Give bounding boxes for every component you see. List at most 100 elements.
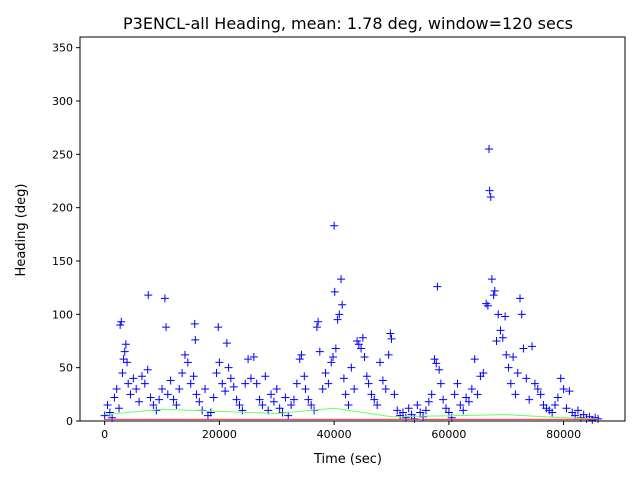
data-point-marker [331, 344, 340, 353]
data-point-marker [269, 397, 278, 406]
data-point-marker [330, 287, 339, 296]
data-point-marker [180, 350, 189, 359]
data-point-marker [387, 334, 396, 343]
data-point-marker [482, 299, 491, 308]
data-point-marker [424, 397, 433, 406]
data-point-marker [149, 401, 158, 409]
data-point-marker [162, 323, 171, 332]
plot-frame [79, 36, 626, 422]
data-point-marker [267, 390, 276, 399]
data-point-marker [214, 323, 223, 332]
data-point-marker [502, 350, 511, 359]
data-point-marker [249, 353, 258, 361]
data-point-marker [112, 385, 121, 393]
data-point-marker [284, 411, 293, 420]
data-point-marker [462, 393, 471, 402]
data-point-marker [370, 395, 379, 404]
data-point-marker [516, 294, 525, 303]
data-point-marker [297, 350, 306, 359]
data-point-marker [384, 350, 393, 359]
data-point-marker [485, 186, 494, 195]
x-axis-label: Time (sec) [313, 452, 382, 467]
data-point-marker [483, 301, 492, 310]
data-point-marker [367, 390, 376, 399]
data-point-marker [252, 379, 261, 388]
data-point-marker [119, 355, 128, 364]
data-point-marker [324, 379, 333, 388]
data-point-marker [195, 397, 204, 406]
data-point-marker [241, 379, 250, 388]
data-point-marker [464, 397, 473, 406]
data-point-marker [295, 355, 304, 364]
data-point-marker [255, 395, 264, 404]
data-point-marker [108, 413, 117, 422]
data-point-marker [163, 390, 172, 399]
data-point-marker [160, 294, 169, 303]
data-point-marker [450, 390, 459, 399]
data-point-marker [169, 395, 178, 404]
data-point-marker [459, 406, 468, 415]
data-point-marker [258, 401, 267, 409]
data-point-marker [401, 413, 410, 422]
data-point-marker [155, 395, 164, 404]
data-point-marker [292, 379, 301, 388]
data-point-marker [178, 369, 187, 377]
data-point-marker [315, 347, 324, 356]
data-point-marker [496, 326, 505, 335]
data-point-marker [525, 395, 534, 404]
data-point-marker [246, 374, 255, 383]
data-point-marker [501, 312, 510, 321]
data-point-marker [473, 390, 482, 399]
y-tick-label: 250 [52, 148, 73, 161]
data-point-marker [559, 385, 568, 393]
data-point-marker [190, 319, 199, 328]
data-point-marker [573, 406, 582, 415]
data-point-marker [530, 379, 539, 388]
data-point-marker [490, 286, 499, 295]
data-point-marker [103, 401, 112, 409]
series-1-line [104, 407, 599, 420]
data-point-marker [421, 406, 430, 415]
data-point-marker [281, 393, 290, 402]
data-point-marker [467, 385, 476, 393]
data-point-marker [191, 335, 200, 344]
data-point-marker [272, 385, 281, 393]
data-point-marker [110, 393, 119, 402]
data-point-marker [393, 406, 402, 415]
data-point-marker [289, 395, 298, 404]
data-point-marker [146, 393, 155, 402]
data-point-marker [439, 395, 448, 404]
data-point-marker [364, 379, 373, 388]
data-point-marker [137, 372, 146, 381]
data-point-marker [121, 340, 130, 349]
plot-area [100, 145, 603, 424]
data-point-marker [229, 382, 238, 391]
data-point-marker [224, 363, 233, 372]
data-point-marker [192, 390, 201, 399]
data-point-marker [140, 379, 149, 388]
data-point-marker [470, 355, 479, 364]
data-point-marker [479, 369, 488, 377]
data-point-marker [206, 408, 215, 417]
data-point-marker [486, 193, 495, 201]
y-axis-label: Heading (deg) [14, 184, 29, 277]
data-point-marker [120, 347, 129, 356]
data-point-marker [115, 404, 124, 413]
data-point-marker [287, 401, 296, 409]
data-point-marker [381, 385, 390, 393]
data-point-marker [511, 390, 520, 399]
data-point-marker [221, 387, 230, 396]
data-point-marker [222, 339, 231, 348]
data-point-marker [386, 329, 395, 338]
data-point-marker [189, 372, 198, 381]
data-point-marker [433, 282, 442, 291]
data-point-marker [513, 369, 522, 377]
data-point-marker [562, 404, 571, 413]
data-point-marker [551, 401, 560, 409]
data-point-marker [489, 291, 498, 300]
x-tick-label: 40000 [317, 428, 352, 441]
data-point-marker [442, 404, 451, 413]
x-tick-label: 80000 [546, 428, 581, 441]
data-point-marker [528, 342, 537, 351]
